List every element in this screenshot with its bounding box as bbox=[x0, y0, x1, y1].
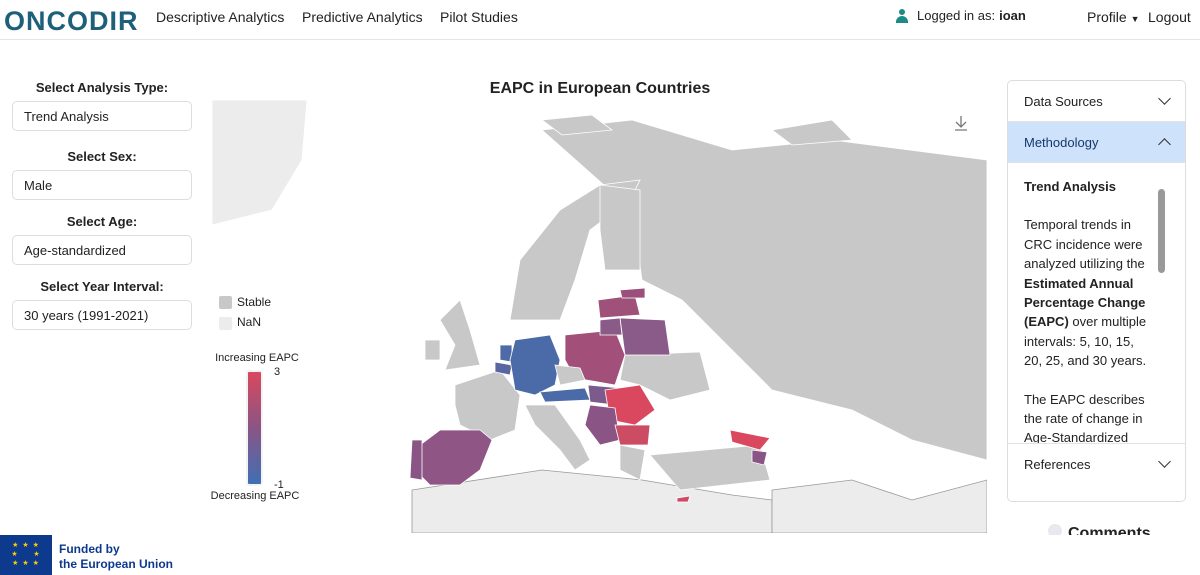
africa bbox=[411, 469, 773, 533]
profile-label: Profile bbox=[1087, 9, 1127, 25]
middle-east bbox=[771, 479, 987, 533]
age-label: Select Age: bbox=[66, 214, 138, 229]
methodology-paragraph-2: The EAPC describes the rate of change in… bbox=[1024, 391, 1145, 443]
p1-text: Temporal trends in CRC incidence were an… bbox=[1024, 217, 1145, 272]
oncodir-logo[interactable]: ONCODIR bbox=[4, 6, 139, 36]
logout-link[interactable]: Logout bbox=[1148, 9, 1191, 25]
eu-flag-logo: ★ ★ ★ ★ ★ ★ ★ ★ bbox=[0, 535, 52, 575]
greenland bbox=[212, 100, 308, 226]
armenia bbox=[751, 449, 768, 466]
logged-label: Logged in as: bbox=[917, 8, 996, 23]
georgia bbox=[729, 429, 771, 451]
accordion-references[interactable]: References bbox=[1008, 443, 1185, 484]
ukraine bbox=[619, 351, 711, 401]
vertical-scrollbar[interactable] bbox=[1158, 189, 1165, 273]
chevron-up-icon bbox=[1158, 138, 1171, 151]
accordion-data-sources[interactable]: Data Sources bbox=[1008, 81, 1185, 122]
greece bbox=[619, 444, 646, 481]
belarus bbox=[619, 317, 671, 356]
uk bbox=[439, 299, 481, 371]
p1-bold: Estimated Annual Percentage Change (EAPC… bbox=[1024, 275, 1146, 330]
user-icon bbox=[895, 8, 909, 23]
funded-line1: Funded by bbox=[59, 542, 120, 556]
top-navbar: ONCODIR Descriptive Analytics Predictive… bbox=[0, 0, 1200, 40]
nav-predictive-analytics[interactable]: Predictive Analytics bbox=[302, 9, 423, 25]
ireland bbox=[424, 339, 441, 361]
chevron-down-icon bbox=[1158, 455, 1171, 468]
nan-label: NaN bbox=[237, 315, 262, 330]
chevron-down-icon bbox=[1158, 92, 1171, 105]
colorbar-max: 3 bbox=[274, 366, 281, 378]
nan-swatch bbox=[219, 316, 232, 330]
year-interval-label: Select Year Interval: bbox=[40, 279, 164, 294]
download-icon[interactable] bbox=[955, 116, 967, 131]
turkey bbox=[649, 444, 771, 491]
toggle-icon bbox=[1048, 524, 1062, 535]
balkans bbox=[584, 404, 621, 446]
accordion-methodology[interactable]: Methodology bbox=[1008, 122, 1185, 163]
logged-in-user: Logged in as: ioan bbox=[895, 8, 1026, 23]
russia bbox=[541, 119, 987, 461]
cyprus bbox=[676, 495, 691, 503]
year-interval-select[interactable]: 30 years (1991-2021) bbox=[12, 300, 192, 330]
references-label: References bbox=[1024, 456, 1091, 472]
legend-nan: NaN bbox=[219, 315, 271, 330]
methodology-label: Methodology bbox=[1024, 134, 1099, 150]
nav-pilot-studies[interactable]: Pilot Studies bbox=[440, 9, 518, 25]
username: ioan bbox=[999, 8, 1026, 23]
finland bbox=[599, 184, 641, 271]
filter-panel: Select Analysis Type: Trend Analysis Sel… bbox=[12, 80, 192, 348]
methodology-paragraph-1: Temporal trends in CRC incidence were an… bbox=[1024, 215, 1155, 370]
map-legend: Stable NaN bbox=[219, 295, 271, 330]
profile-dropdown[interactable]: Profile ▼ bbox=[1087, 9, 1140, 25]
comments-label: Comments bbox=[1068, 525, 1151, 535]
legend-increasing-label: Increasing EAPC bbox=[215, 352, 299, 364]
p1-text-end: over multiple intervals: 5, 10, 15, 20, … bbox=[1024, 314, 1147, 369]
europe-choropleth-map[interactable] bbox=[212, 100, 987, 533]
eu-funding-text: Funded by the European Union bbox=[59, 542, 173, 572]
legend-decreasing-label: Decreasing EAPC bbox=[210, 490, 300, 502]
caret-down-icon: ▼ bbox=[1130, 14, 1140, 24]
belgium bbox=[494, 361, 513, 376]
nav-descriptive-analytics[interactable]: Descriptive Analytics bbox=[156, 9, 285, 25]
methodology-heading: Trend Analysis bbox=[1024, 179, 1116, 194]
estonia bbox=[619, 287, 646, 299]
france bbox=[454, 369, 521, 441]
stable-swatch bbox=[219, 296, 232, 310]
bulgaria bbox=[614, 424, 651, 446]
sex-label: Select Sex: bbox=[67, 149, 137, 164]
data-sources-label: Data Sources bbox=[1024, 93, 1103, 109]
sex-select[interactable]: Male bbox=[12, 170, 192, 200]
comments-toggle[interactable]: Comments bbox=[1048, 524, 1151, 535]
portugal bbox=[409, 439, 423, 481]
analysis-type-label: Select Analysis Type: bbox=[35, 80, 169, 95]
stable-label: Stable bbox=[237, 295, 272, 309]
czechia bbox=[554, 364, 586, 386]
legend-stable: Stable bbox=[219, 295, 272, 310]
arctic-islands bbox=[540, 114, 853, 146]
map-title: EAPC in European Countries bbox=[489, 80, 711, 97]
methodology-content[interactable]: Trend Analysis Temporal trends in CRC in… bbox=[1008, 163, 1185, 443]
funded-line2: the European Union bbox=[59, 557, 173, 571]
colorbar-min: -1 bbox=[274, 479, 284, 491]
age-select[interactable]: Age-standardized bbox=[12, 235, 192, 265]
colorbar bbox=[246, 370, 263, 486]
info-accordion: Data Sources Methodology Trend Analysis … bbox=[1007, 80, 1186, 502]
germany bbox=[509, 334, 561, 396]
analysis-type-select[interactable]: Trend Analysis bbox=[12, 101, 192, 131]
italy bbox=[524, 404, 591, 471]
lithuania bbox=[599, 317, 623, 336]
